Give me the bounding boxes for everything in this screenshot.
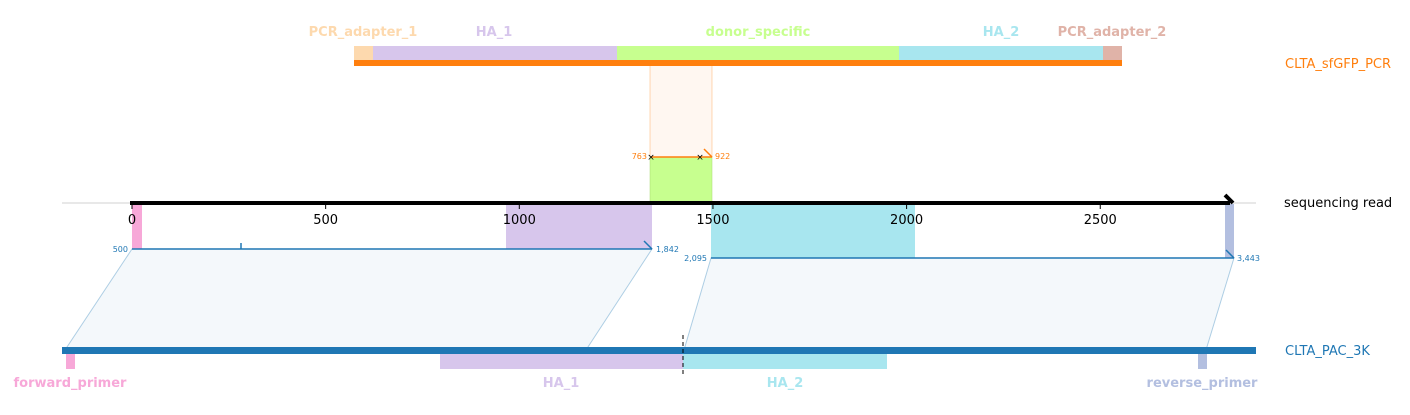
- bottom-reference-bar: [62, 347, 1256, 354]
- feature-bar-ha-2: [899, 46, 1103, 61]
- read-ticks: 0 500 1000 1500 2000 2500: [128, 203, 1117, 228]
- top-reference-track: PCR_adapter_1 HA_1 donor_specific HA_2 P…: [309, 25, 1391, 72]
- mismatch-mark-1: ×: [647, 153, 655, 163]
- feature-label-ha-2: HA_2: [983, 25, 1020, 40]
- right-alignment-parallelogram: [683, 257, 1235, 351]
- bottom-feature-label-ha-2: HA_2: [767, 376, 804, 391]
- feature-bar-ha-1: [373, 46, 617, 61]
- top-alignment-shade: [649, 63, 713, 158]
- feature-bar-pcr-adapter-2: [1103, 46, 1122, 61]
- bottom-feature-bar-ha-2: [683, 352, 887, 369]
- read-track: 0 500 1000 1500 2000 2500 sequencing read 500…: [62, 193, 1392, 263]
- read-alignment-left-start: 500: [113, 245, 128, 254]
- read-alignment-right-end: 3,443: [1237, 254, 1260, 263]
- read-arrow-head: [1223, 193, 1235, 205]
- read-feature-ha-1: [506, 204, 652, 249]
- read-tick-label: 2500: [1084, 213, 1117, 228]
- read-tick-label: 0: [128, 213, 136, 228]
- top-reference-bar: [354, 60, 1122, 66]
- read-tick-label: 500: [313, 213, 338, 228]
- left-alignment-parallelogram: [64, 248, 653, 351]
- read-tick-label: 1500: [696, 213, 729, 228]
- top-alignment-marker: × × 763 922: [632, 148, 730, 163]
- bottom-feature-bar-reverse-primer: [1198, 352, 1207, 369]
- read-donor-region: [649, 156, 713, 204]
- read-alignment-right-start: 2,095: [684, 254, 707, 263]
- bottom-feature-label-reverse-primer: reverse_primer: [1147, 376, 1259, 391]
- feature-label-ha-1: HA_1: [476, 25, 513, 40]
- bottom-feature-label-forward-primer: forward_primer: [14, 376, 128, 391]
- read-alignment-right-arrow: [1225, 249, 1235, 259]
- mismatch-mark-2: ×: [696, 153, 704, 163]
- feature-label-pcr-adapter-1: PCR_adapter_1: [309, 25, 418, 40]
- bottom-reference-name: CLTA_PAC_3K: [1285, 344, 1370, 359]
- read-name: sequencing read: [1284, 196, 1392, 211]
- feature-label-pcr-adapter-2: PCR_adapter_2: [1058, 25, 1167, 40]
- bottom-feature-bar-forward-primer: [66, 352, 75, 369]
- bottom-feature-bar-ha-1: [440, 352, 683, 369]
- read-feature-ha-2: [711, 204, 915, 258]
- top-reference-name: CLTA_sfGFP_PCR: [1285, 57, 1391, 72]
- read-tick-label: 2000: [890, 213, 923, 228]
- read-alignment-left-end: 1,842: [656, 245, 679, 254]
- bottom-reference-track: forward_primer HA_1 HA_2 reverse_primer …: [14, 335, 1370, 391]
- bottom-feature-label-ha-1: HA_1: [543, 376, 580, 391]
- read-tick-label: 1000: [503, 213, 536, 228]
- feature-label-donor-specific: donor_specific: [706, 25, 811, 40]
- top-alignment-start: 763: [632, 152, 647, 161]
- feature-bar-pcr-adapter-1: [354, 46, 373, 61]
- read-feature-reverse-primer: [1225, 204, 1234, 258]
- read-alignment-left-arrow: [643, 240, 653, 250]
- top-alignment-end: 922: [715, 152, 730, 161]
- feature-bar-donor-specific: [617, 46, 899, 61]
- read-feature-forward-primer: [132, 204, 142, 249]
